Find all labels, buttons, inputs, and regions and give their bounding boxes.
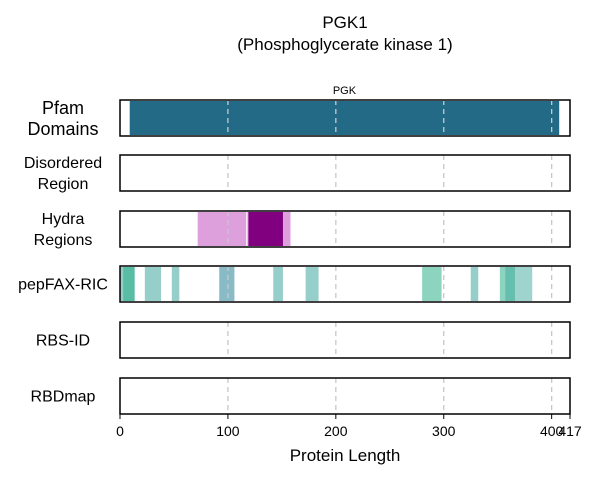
x-tick-label-400: 400	[540, 423, 564, 439]
track-frame-rbdmap	[119, 377, 571, 415]
track-label-line: RBDmap	[31, 389, 96, 406]
track-frame-rbs-id	[119, 321, 571, 359]
track-pepfax: pepFAX-RIC	[18, 265, 571, 303]
segment-pepfax-11	[505, 267, 533, 301]
track-rbdmap: RBDmap	[31, 377, 571, 415]
segment-pepfax-9	[470, 267, 479, 301]
track-frame-hydra	[119, 210, 571, 248]
track-label-hydra: Hydra Regions	[34, 211, 93, 249]
x-tick-label-100: 100	[216, 423, 240, 439]
track-label-line: Pfam	[42, 98, 84, 118]
segment-label-pfam: PGK	[333, 85, 357, 97]
x-tick-label-417: 417	[558, 423, 582, 439]
segment-pepfax-3	[171, 267, 180, 301]
segment-hydra-0	[197, 212, 247, 246]
track-frame-pfam	[119, 99, 571, 137]
chart-title: PGK1	[322, 13, 367, 32]
segment-pepfax-5	[219, 267, 235, 301]
segment-pepfax-4	[219, 267, 235, 301]
segment-pfam-0	[129, 101, 560, 135]
track-label-line: Disordered	[24, 155, 102, 172]
x-axis-label: Protein Length	[290, 446, 401, 465]
track-label-line: Hydra	[42, 211, 85, 228]
segment-pepfax-1	[123, 267, 135, 301]
track-label-line: RBS-ID	[36, 333, 90, 350]
track-label-line: pepFAX-RIC	[18, 277, 108, 294]
track-frame-disordered	[119, 154, 571, 192]
track-label-rbdmap: RBDmap	[31, 389, 96, 406]
x-tick-label-200: 200	[324, 423, 348, 439]
x-tick-label-0: 0	[116, 423, 124, 439]
track-label-pfam: Pfam Domains	[27, 98, 98, 139]
track-label-rbs-id: RBS-ID	[36, 333, 90, 350]
track-label-pepfax: pepFAX-RIC	[18, 277, 108, 294]
track-rbs-id: RBS-ID	[36, 321, 571, 359]
segment-hydra-2	[248, 212, 283, 246]
segment-pepfax-8	[422, 267, 442, 301]
track-label-disordered: Disordered Region	[24, 155, 102, 193]
chart-subtitle: (Phosphoglycerate kinase 1)	[237, 35, 452, 54]
segment-pepfax-7	[305, 267, 319, 301]
track-pfam: PGK Pfam Domains	[27, 85, 571, 139]
track-hydra: Hydra Regions	[34, 210, 571, 249]
track-label-line: Domains	[27, 119, 98, 139]
segment-pepfax-2	[144, 267, 162, 301]
track-label-line: Regions	[34, 232, 93, 249]
track-label-line: Region	[38, 176, 89, 193]
track-disordered: Disordered Region	[24, 154, 571, 193]
x-tick-label-300: 300	[432, 423, 456, 439]
segment-pepfax-6	[273, 267, 283, 301]
tracks-group: PGK Pfam Domains Disordered Region Hydra Regio…	[18, 85, 571, 415]
track-frame-pepfax	[119, 265, 571, 303]
